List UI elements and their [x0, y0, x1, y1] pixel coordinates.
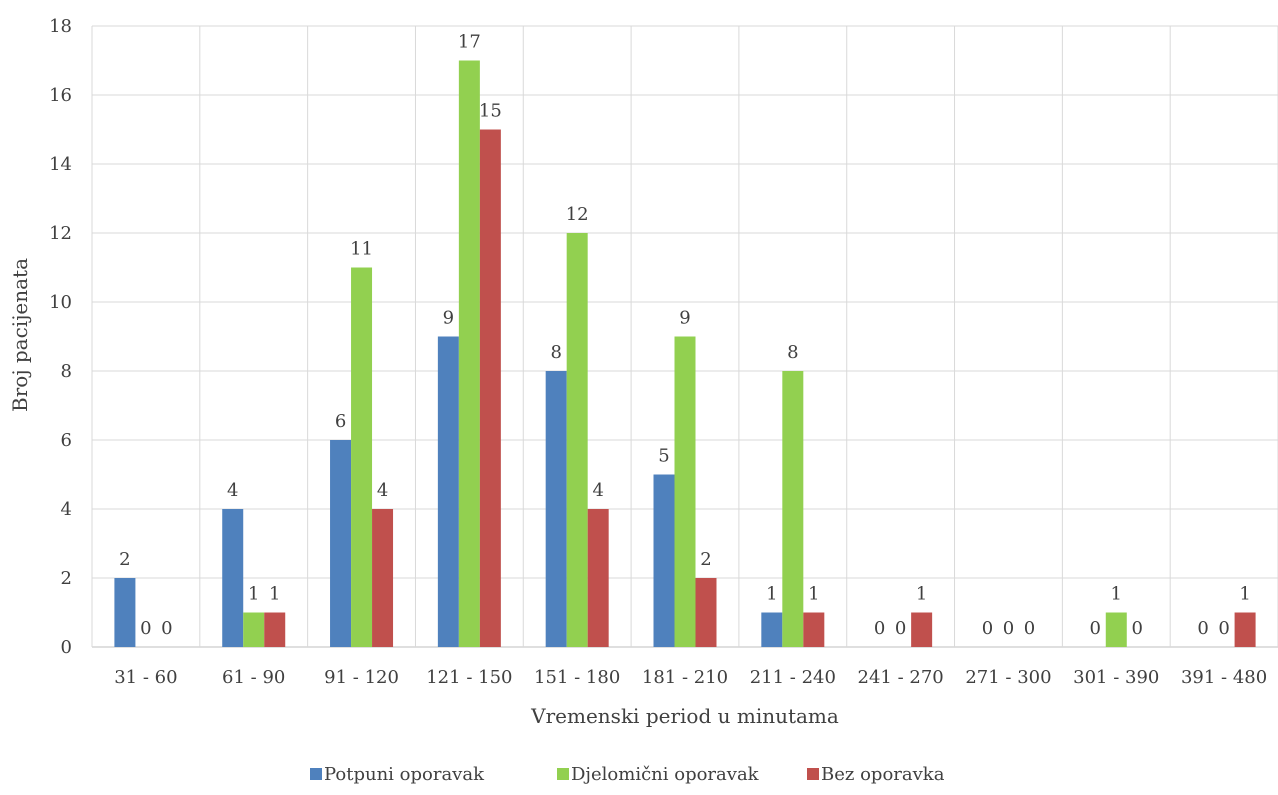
x-axis-title: Vremenski period u minutama — [530, 704, 839, 728]
data-label: 4 — [227, 480, 238, 501]
y-tick-label: 8 — [61, 361, 72, 382]
data-label: 0 — [895, 618, 906, 639]
bar — [437, 336, 459, 647]
bar — [479, 129, 501, 647]
bar — [674, 336, 696, 647]
legend-label: Bez oporavka — [821, 764, 945, 785]
bar — [587, 509, 609, 647]
x-tick-label: 271 - 300 — [965, 667, 1051, 688]
bar — [1105, 612, 1127, 647]
bar — [653, 474, 675, 647]
data-label: 12 — [566, 204, 589, 225]
bar — [330, 440, 352, 647]
data-label: 1 — [1111, 584, 1122, 605]
bars — [114, 60, 1256, 647]
data-label: 1 — [1239, 584, 1250, 605]
x-tick-label: 301 - 390 — [1073, 667, 1159, 688]
bar — [1234, 612, 1256, 647]
data-label: 4 — [592, 480, 603, 501]
data-label: 0 — [1218, 618, 1229, 639]
y-tick-label: 2 — [61, 568, 72, 589]
bar — [695, 578, 717, 647]
bar — [761, 612, 783, 647]
bar — [351, 267, 373, 647]
bar — [264, 612, 286, 647]
y-tick-label: 6 — [61, 430, 72, 451]
data-label: 0 — [1003, 618, 1014, 639]
y-tick-label: 18 — [49, 16, 72, 37]
x-tick-label: 211 - 240 — [750, 667, 836, 688]
data-label: 0 — [1197, 618, 1208, 639]
y-axis-title: Broj pacijenata — [8, 258, 32, 412]
data-label: 0 — [140, 618, 151, 639]
x-tick-label: 31 - 60 — [114, 667, 177, 688]
bar — [566, 233, 588, 647]
x-tick-label: 121 - 150 — [426, 667, 512, 688]
data-label: 2 — [700, 549, 711, 570]
x-tick-label: 391 - 480 — [1181, 667, 1267, 688]
data-label: 8 — [550, 342, 561, 363]
data-label: 17 — [458, 32, 481, 53]
x-tick-label: 151 - 180 — [534, 667, 620, 688]
bar — [222, 509, 244, 647]
data-label: 0 — [874, 618, 885, 639]
legend-swatch — [807, 768, 819, 780]
x-tick-label: 91 - 120 — [324, 667, 399, 688]
y-tick-label: 10 — [49, 292, 72, 313]
x-tick-label: 241 - 270 — [858, 667, 944, 688]
y-tick-label: 16 — [49, 85, 72, 106]
data-label: 6 — [335, 411, 346, 432]
data-label: 0 — [1132, 618, 1143, 639]
data-label: 8 — [787, 342, 798, 363]
x-tick-label: 61 - 90 — [222, 667, 285, 688]
bar — [243, 612, 265, 647]
legend-swatch — [310, 768, 322, 780]
legend-swatch — [557, 768, 569, 780]
bar — [545, 371, 567, 647]
data-label: 0 — [982, 618, 993, 639]
legend: Potpuni oporavak Djelomični oporavak Bez o… — [310, 764, 945, 785]
y-axis-ticks: 0 2 4 6 8 10 12 14 16 18 — [49, 16, 72, 658]
y-tick-label: 14 — [49, 154, 72, 175]
data-label: 9 — [443, 308, 454, 329]
data-label: 5 — [658, 446, 669, 467]
bar — [803, 612, 825, 647]
data-label: 1 — [766, 584, 777, 605]
legend-label: Potpuni oporavak — [324, 764, 485, 785]
data-label: 0 — [161, 618, 172, 639]
data-label: 11 — [350, 239, 373, 260]
x-tick-label: 181 - 210 — [642, 667, 728, 688]
data-label: 1 — [916, 584, 927, 605]
bar — [372, 509, 394, 647]
legend-label: Djelomični oporavak — [571, 764, 760, 785]
bar — [911, 612, 933, 647]
data-label: 1 — [248, 584, 259, 605]
data-label: 0 — [1090, 618, 1101, 639]
data-label: 15 — [479, 101, 502, 122]
data-label: 1 — [808, 584, 819, 605]
y-tick-label: 12 — [49, 223, 72, 244]
data-label: 2 — [119, 549, 130, 570]
y-tick-label: 4 — [61, 499, 72, 520]
data-label: 9 — [679, 308, 690, 329]
data-label: 0 — [1024, 618, 1035, 639]
x-axis-ticks: 31 - 60 61 - 90 91 - 120 121 - 150 151 - 180… — [114, 667, 1267, 688]
y-tick-label: 0 — [61, 637, 72, 658]
bar — [782, 371, 804, 647]
bar — [114, 578, 136, 647]
data-label: 4 — [377, 480, 388, 501]
data-label: 1 — [269, 584, 280, 605]
bar — [458, 60, 480, 647]
